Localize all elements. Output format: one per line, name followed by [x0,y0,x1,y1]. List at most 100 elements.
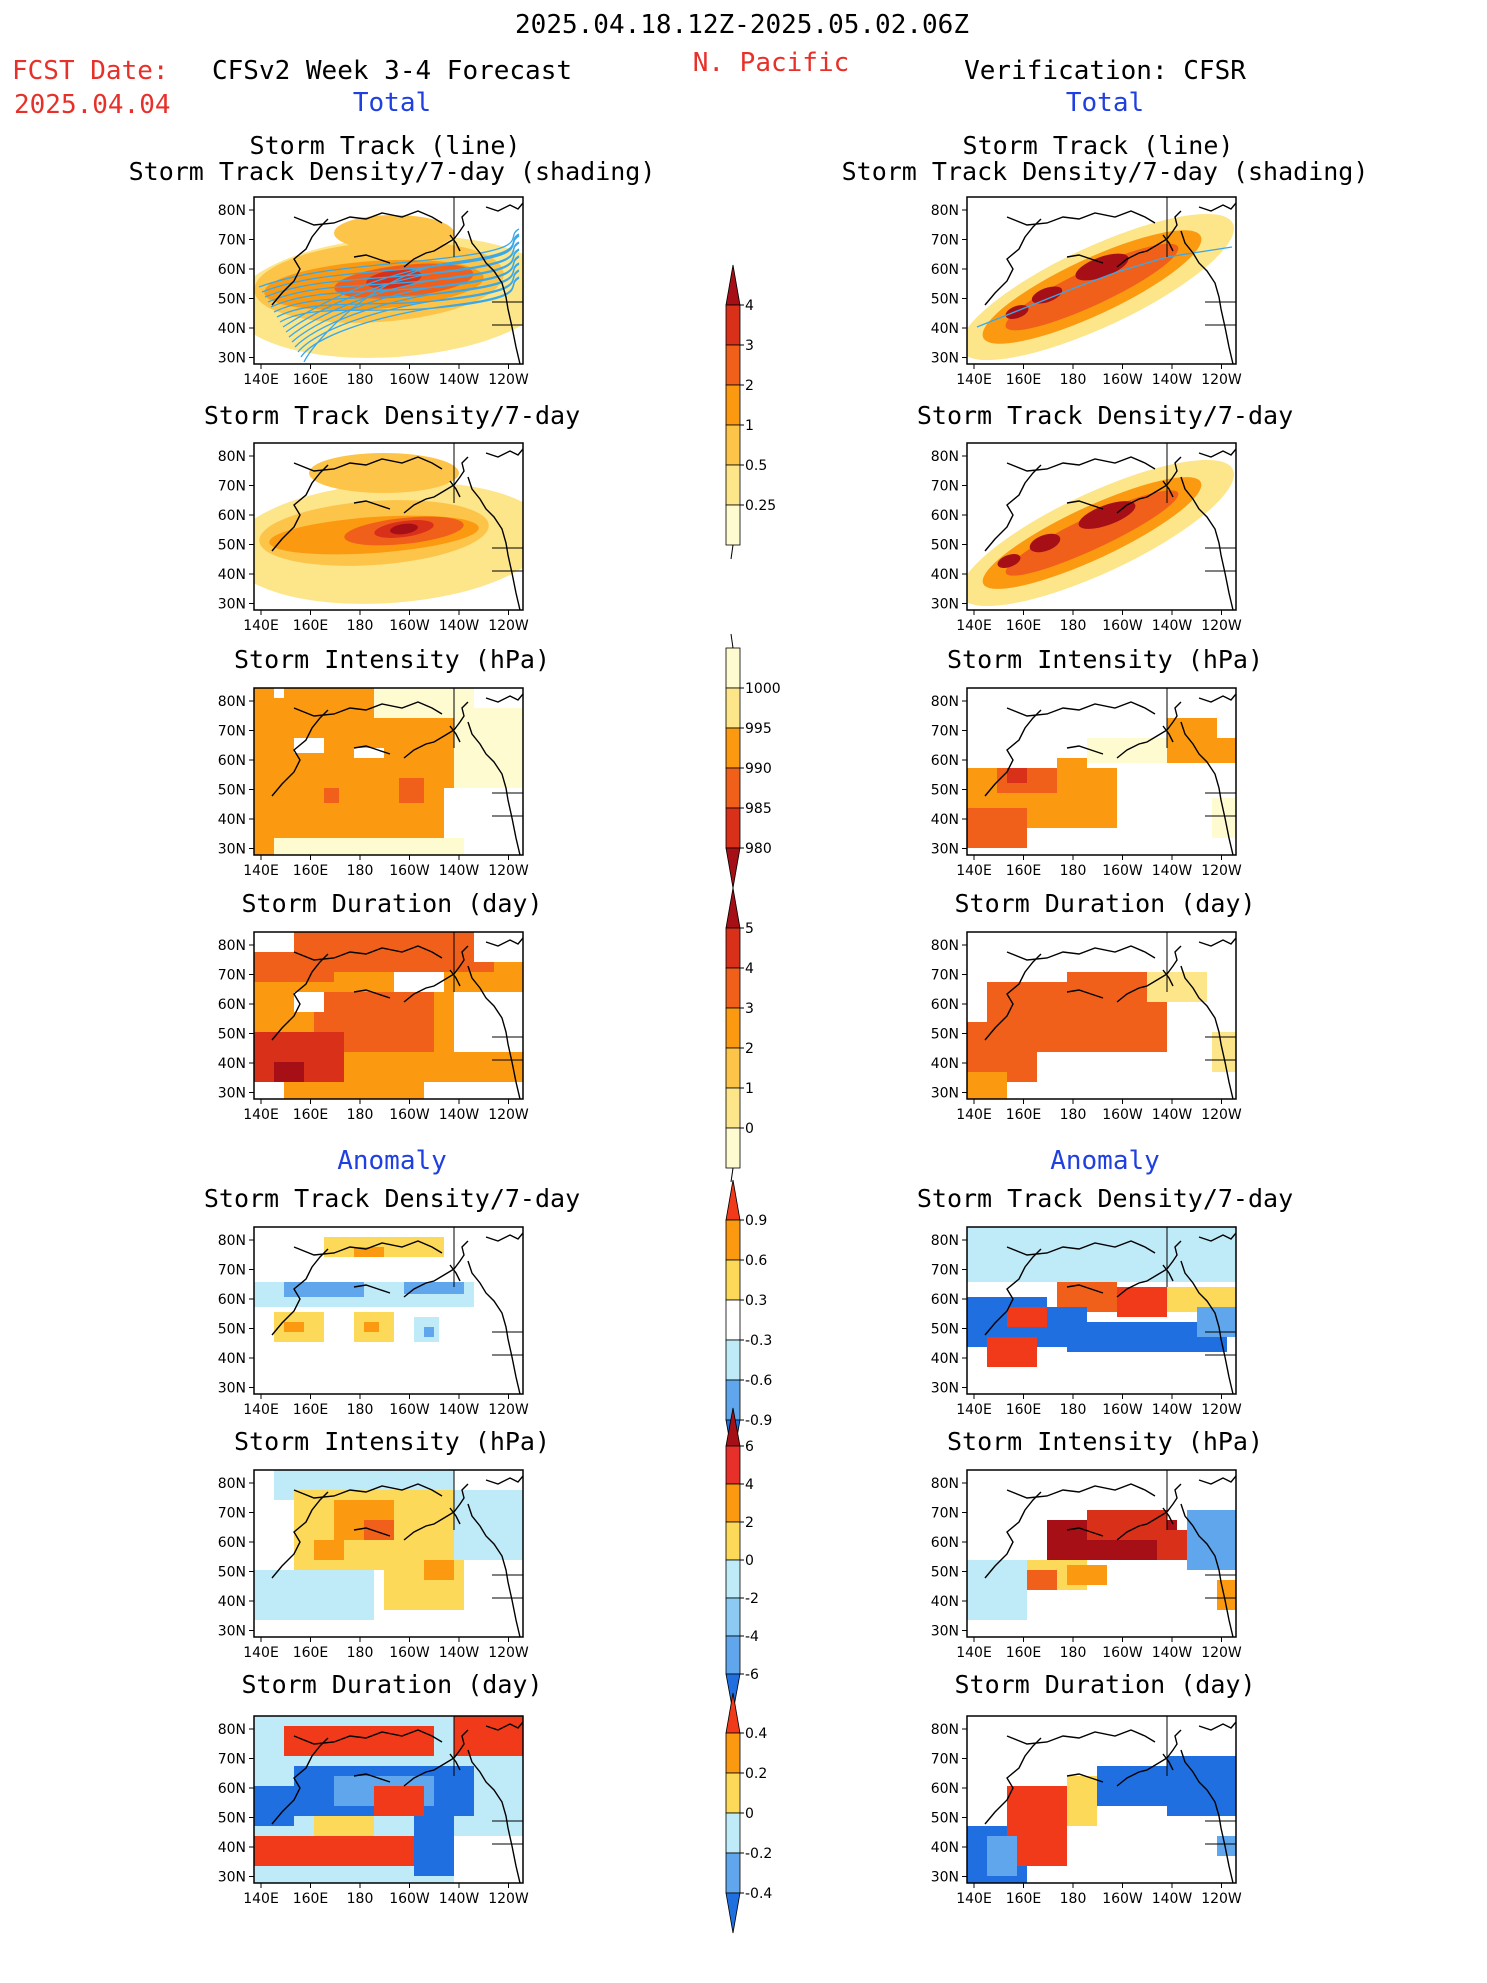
map-frame-l7 [253,1715,524,1884]
period-title: 2025.04.18.12Z-2025.05.02.06Z [515,10,969,40]
lon-tick-label: 160E [1006,1645,1042,1661]
colorbar-segment [725,1892,741,1934]
verification-title: Verification: CFSR [964,56,1246,86]
colorbar-segment [725,967,741,1009]
lat-tick-label: 50N [218,538,246,554]
lon-tick-label: 140W [1152,1645,1193,1661]
panel-l2-title: Storm Track Density/7-day [203,401,581,430]
lon-tick-label: 140W [1152,372,1193,388]
map-shading-r3 [967,688,1236,855]
lon-tick-label: 140W [439,1402,480,1418]
colorbar-segment [725,1007,741,1049]
lat-tick-label: 60N [931,508,959,524]
lon-tick-label: 160W [389,1402,430,1418]
map-frame-l1 [253,196,524,365]
map-panel-l3: 80N 70N 60N 50N 40N 30N 140E 160E 180 160W 140W 120… [194,687,529,881]
map-r5-coastline [984,1227,1236,1394]
map-panel-l6: 80N 70N 60N 50N 40N 30N 140E 160E 180 160W 140W 120… [194,1469,529,1663]
map-panel-r6: 80N 70N 60N 50N 40N 30N 140E 160E 180 160W 140W 120… [907,1469,1242,1663]
map-panel-r5: 80N 70N 60N 50N 40N 30N 140E 160E 180 160W 140W 120… [907,1226,1242,1420]
panel-r6-title: Storm Intensity (hPa) [946,1427,1264,1456]
lon-tick-label: 120W [1201,618,1242,634]
lat-tick-label: 50N [931,538,959,554]
lon-tick-label: 120W [1201,1645,1242,1661]
map-shading-r1 [967,197,1236,364]
lat-tick-label: 70N [931,1506,959,1522]
map-frame-r3 [966,687,1237,856]
panel-r1-title-line1: Storm Track (line) [962,131,1234,160]
lat-tick-label: 50N [218,1027,246,1043]
colorbar-label: 4 [745,961,754,977]
colorbar-segment [725,1597,741,1637]
lat-tick-label: 60N [218,1292,246,1308]
panel-r7-title: Storm Duration (day) [954,1670,1256,1699]
colorbar-segment [725,1179,741,1221]
lat-tick-label: 50N [218,1322,246,1338]
colorbar-segment [725,1692,741,1734]
lat-tick-label: 30N [218,1086,246,1102]
lon-tick-label: 180 [347,1891,374,1907]
storm-track-lines [258,228,520,363]
colorbar-segment [725,807,741,849]
lat-tick-label: 60N [218,508,246,524]
lat-tick-label: 50N [218,1811,246,1827]
panel-r3-title: Storm Intensity (hPa) [946,645,1264,674]
lat-tick-label: 70N [931,724,959,740]
lon-tick-label: 180 [347,863,374,879]
map-r4-coastline [984,932,1236,1099]
lon-tick-label: 120W [488,1107,529,1123]
lon-tick-label: 140E [956,1891,992,1907]
lon-tick-label: 180 [1060,618,1087,634]
colorbar-label: 0.5 [745,458,767,474]
colorbar-segment [725,767,741,809]
lon-tick-label: 160W [1102,1891,1143,1907]
lat-tick-label: 30N [931,1086,959,1102]
lon-tick-label: 180 [1060,372,1087,388]
lat-tick-label: 80N [931,203,959,219]
lon-tick-label: 140W [1152,863,1193,879]
lon-tick-label: 160W [389,618,430,634]
forecast-title: CFSv2 Week 3-4 Forecast [211,56,573,86]
lat-tick-label: 70N [218,479,246,495]
panel-l4-title: Storm Duration (day) [241,889,543,918]
lat-tick-label: 50N [931,783,959,799]
lat-tick-label: 40N [931,1840,959,1856]
colorbar-label: 0.2 [745,1766,767,1782]
lat-tick-label: 80N [931,1233,959,1249]
map-l5-coastline [271,1227,523,1394]
colorbar-segment [725,344,741,386]
lat-tick-label: 80N [931,694,959,710]
lat-tick-label: 50N [218,1565,246,1581]
lat-tick-label: 30N [218,1381,246,1397]
colorbar-label: -0.9 [745,1413,772,1429]
lat-tick-label: 30N [931,351,959,367]
colorbar-label: 1 [745,1081,754,1097]
colorbar-label: 0.6 [745,1253,767,1269]
colorbar-segment [725,264,741,306]
colorbar-label: -4 [745,1629,759,1645]
colorbar-duration-total: 5 4 3 2 1 0 [720,858,800,1218]
map-frame-r7 [966,1715,1237,1884]
lon-tick-label: 160E [293,618,329,634]
lon-tick-label: 120W [488,863,529,879]
colorbar-label: -2 [745,1591,759,1607]
lon-tick-label: 160W [1102,1645,1143,1661]
colorbar-label: -6 [745,1667,759,1683]
lat-tick-label: 70N [931,1752,959,1768]
lat-tick-label: 70N [218,1752,246,1768]
colorbar-label: 2 [745,1041,754,1057]
lon-tick-label: 160W [389,372,430,388]
map-frame-l2 [253,442,524,611]
lat-tick-label: 60N [931,262,959,278]
map-shading-r2 [967,443,1236,610]
lat-tick-label: 30N [218,1870,246,1886]
lon-tick-label: 160W [389,1107,430,1123]
lat-tick-label: 80N [218,1722,246,1738]
lon-tick-label: 140E [243,372,279,388]
anomaly-label-right: Anomaly [1050,1146,1160,1176]
map-frame-l6 [253,1469,524,1638]
map-shading-l2 [254,443,523,610]
map-frame-r6 [966,1469,1237,1638]
panel-l6-title: Storm Intensity (hPa) [233,1427,551,1456]
lat-tick-label: 40N [218,1840,246,1856]
